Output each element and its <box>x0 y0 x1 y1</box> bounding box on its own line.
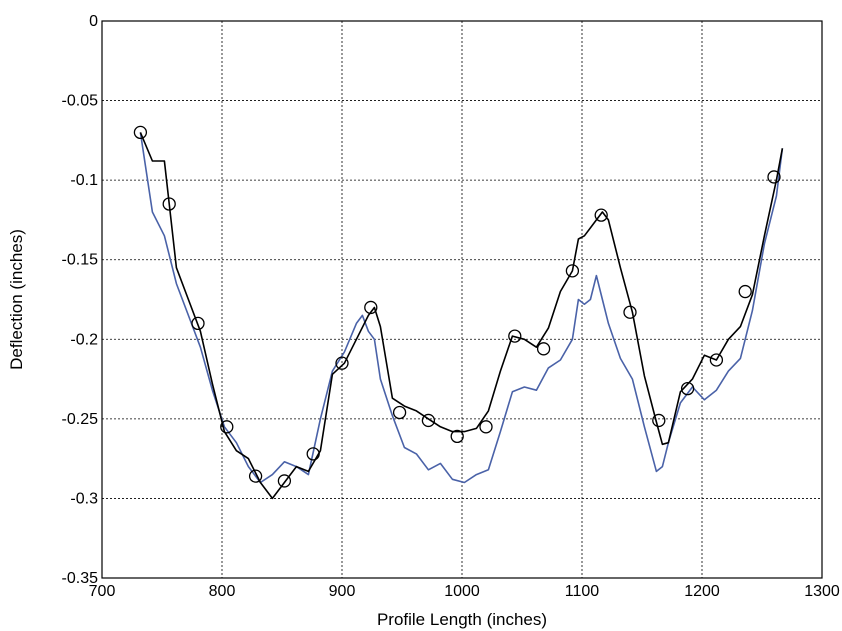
series-line-1 <box>139 132 784 484</box>
y-tick-label: -0.35 <box>62 570 99 587</box>
data-point-marker <box>479 420 493 434</box>
y-tick-label: -0.1 <box>70 172 98 189</box>
data-point-marker <box>594 208 608 222</box>
data-point-marker <box>392 405 407 420</box>
y-tick-label: -0.2 <box>70 331 98 348</box>
data-point-marker <box>162 197 176 211</box>
y-tick-label: -0.3 <box>70 490 98 507</box>
data-point-marker <box>421 413 436 428</box>
plot-frame <box>101 20 823 579</box>
data-point-marker <box>306 447 320 461</box>
data-point-marker <box>508 329 522 343</box>
data-point-marker <box>623 305 637 319</box>
data-point-marker <box>652 413 666 428</box>
data-point-marker <box>709 353 724 367</box>
data-point-marker <box>767 170 781 184</box>
y-tick-labels: 0 -0.05 -0.1 -0.15 -0.2 -0.25 -0.3 -0.35 <box>62 13 99 587</box>
data-point-marker <box>536 342 551 356</box>
x-axis-label: Profile Length (inches) <box>377 610 547 629</box>
y-tick-label: -0.05 <box>62 93 99 110</box>
x-tick-label: 800 <box>209 583 236 600</box>
series-layer <box>133 125 784 500</box>
y-axis-label: Deflection (inches) <box>7 229 26 370</box>
y-tick-label: 0 <box>89 13 98 30</box>
data-point-marker <box>565 264 580 278</box>
data-point-marker <box>680 381 695 396</box>
data-point-marker <box>335 356 349 370</box>
x-tick-label: 1000 <box>444 583 480 600</box>
data-point-marker <box>277 474 292 488</box>
data-point-marker <box>220 420 234 434</box>
x-tick-labels: 700 800 900 1000 1100 1200 1300 <box>89 583 840 600</box>
data-point-marker <box>364 300 378 315</box>
data-point-marker <box>191 316 205 331</box>
y-tick-label: -0.15 <box>62 252 99 269</box>
grid-lines <box>102 21 822 578</box>
x-tick-label: 700 <box>89 583 116 600</box>
series-line-2 <box>139 132 784 500</box>
data-point-marker <box>133 125 148 140</box>
x-tick-label: 1100 <box>565 583 600 600</box>
x-tick-label: 900 <box>329 583 356 600</box>
data-point-marker <box>248 469 263 483</box>
y-tick-label: -0.25 <box>62 411 99 428</box>
x-tick-label: 1200 <box>684 583 720 600</box>
data-point-marker <box>450 429 464 444</box>
x-tick-label: 1300 <box>804 583 840 600</box>
data-point-marker <box>738 284 752 299</box>
